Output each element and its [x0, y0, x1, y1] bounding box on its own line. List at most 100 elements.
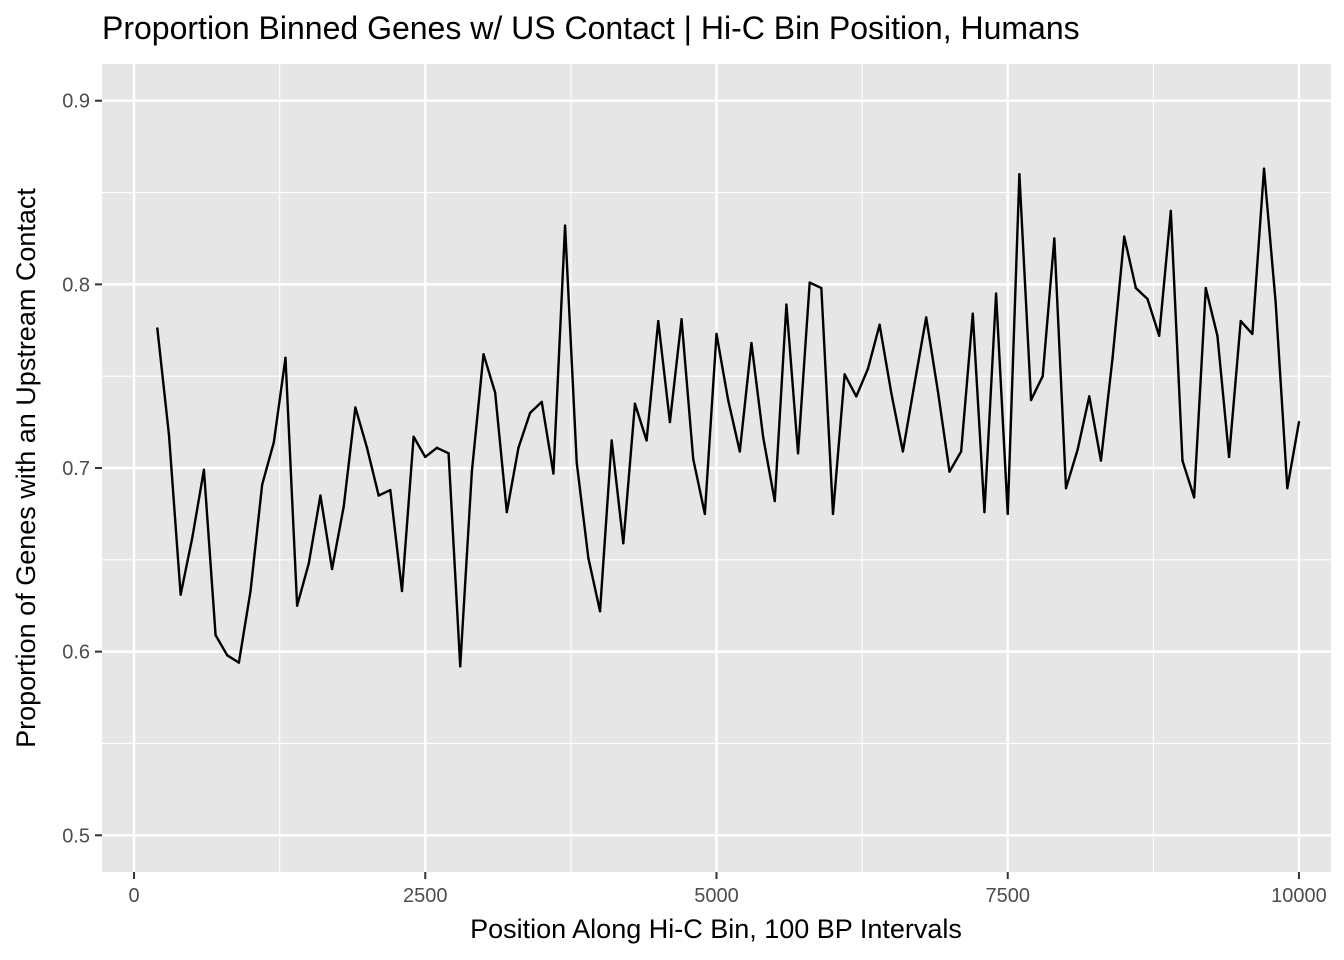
data-point [540, 400, 543, 404]
data-point [587, 556, 590, 560]
y-tick-label: 0.7 [62, 458, 90, 480]
x-tick-label: 0 [128, 885, 139, 907]
data-point [1274, 301, 1277, 304]
data-point [983, 510, 986, 514]
data-point [1111, 356, 1114, 360]
data-point [319, 494, 322, 497]
data-point [377, 494, 380, 497]
data-point [761, 435, 765, 438]
data-point [1262, 167, 1266, 170]
data-point [575, 461, 578, 464]
data-point [354, 406, 357, 409]
data-point [1053, 237, 1056, 240]
data-point [866, 367, 870, 371]
data-point [342, 505, 345, 508]
data-point [563, 224, 567, 227]
data-point [1181, 459, 1184, 462]
y-axis-title: Proportion of Genes with an Upstream Con… [11, 188, 41, 748]
data-point [447, 452, 450, 455]
y-tick-label: 0.6 [62, 642, 90, 664]
data-point [1297, 420, 1301, 424]
data-point [167, 433, 171, 437]
data-point [470, 470, 474, 473]
data-point [272, 441, 276, 444]
data-point [901, 450, 905, 453]
data-point [307, 562, 310, 565]
data-point [890, 391, 893, 394]
data-point [1157, 334, 1161, 337]
data-point [831, 512, 835, 516]
data-point [1006, 512, 1009, 516]
data-point [820, 286, 823, 290]
data-point [808, 281, 811, 284]
y-tick-label: 0.5 [62, 825, 90, 847]
data-point [948, 470, 951, 473]
data-point [924, 316, 928, 319]
data-point [610, 439, 613, 442]
major-gridlines [102, 64, 1331, 872]
data-point [971, 312, 974, 315]
data-point [435, 446, 439, 449]
x-tick-label: 2500 [403, 885, 448, 907]
data-point [1251, 332, 1254, 336]
data-point [1088, 395, 1091, 398]
data-point [1123, 235, 1126, 238]
data-point [226, 654, 229, 657]
data-point [1041, 374, 1044, 378]
chart-title: Proportion Binned Genes w/ US Contact | … [102, 10, 1080, 46]
data-point [493, 391, 497, 394]
data-point [668, 420, 672, 424]
data-point [750, 341, 753, 345]
data-point [517, 446, 520, 449]
data-point [738, 450, 741, 453]
data-point [785, 303, 788, 306]
x-axis-title: Position Along Hi-C Bin, 100 BP Interval… [470, 914, 962, 944]
data-point [1227, 455, 1231, 459]
data-point [156, 327, 159, 330]
data-point [179, 593, 182, 596]
data-point [1099, 459, 1103, 462]
data-point [878, 323, 881, 326]
data-point [330, 567, 334, 571]
data-point [1064, 487, 1068, 490]
data-point [412, 435, 415, 438]
data-point [1216, 334, 1219, 337]
data-point [913, 382, 916, 385]
y-tick-label: 0.8 [62, 274, 90, 296]
data-point [552, 472, 555, 475]
data-point [191, 536, 194, 539]
data-point [1204, 286, 1207, 290]
data-point [528, 411, 532, 415]
data-point [295, 604, 299, 607]
data-point [796, 452, 800, 455]
data-point [1169, 209, 1173, 213]
y-tick-label: 0.9 [62, 91, 90, 113]
data-point [726, 398, 730, 402]
data-points [156, 167, 1301, 668]
data-point [260, 483, 264, 486]
data-point [249, 589, 252, 593]
data-point [715, 332, 718, 336]
data-point [424, 455, 427, 459]
x-tick-label: 10000 [1271, 885, 1327, 907]
data-point [389, 488, 392, 492]
data-point [843, 373, 846, 376]
data-point [703, 512, 707, 516]
data-point [365, 446, 369, 449]
data-point [680, 318, 683, 321]
data-point [855, 395, 858, 398]
data-point [645, 439, 648, 442]
data-point [214, 633, 217, 637]
data-point [598, 610, 602, 613]
data-point [482, 352, 485, 356]
data-point [1029, 398, 1033, 402]
data-point [202, 468, 206, 472]
data-point [1018, 172, 1021, 176]
data-point [959, 450, 963, 453]
data-point [1076, 448, 1079, 451]
data-point [505, 510, 509, 514]
x-tick-label: 7500 [985, 885, 1030, 907]
x-axis: 0 2500 5000 7500 10000 [128, 872, 1327, 907]
data-point [936, 389, 940, 393]
data-point [773, 499, 776, 503]
